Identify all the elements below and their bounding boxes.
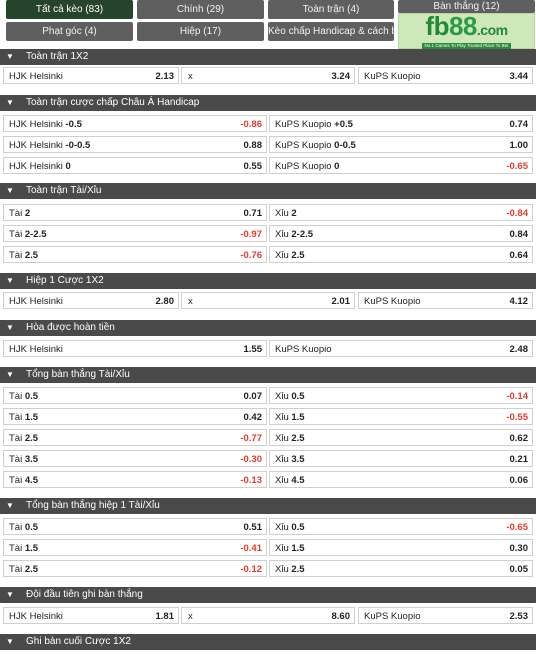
odds-cell-away[interactable]: KuPS Kuopio 4.12 xyxy=(358,292,533,309)
odds-cell-under[interactable]: Xỉu 1.5 -0.55 xyxy=(269,408,533,425)
odds-cell-under[interactable]: Xỉu 3.5 0.21 xyxy=(269,450,533,467)
market-tabs: Tất cả kèo (83) Chính (29) Toàn trận (4)… xyxy=(0,0,536,49)
section-header-first-team-to-score[interactable]: ▼ Đội đầu tiên ghi bàn thắng xyxy=(0,587,536,603)
odds-cell-under[interactable]: Xỉu 2-2.5 0.84 xyxy=(269,225,533,242)
odds-cell-away[interactable]: KuPS Kuopio 2.48 xyxy=(269,340,533,357)
collapse-arrow-icon: ▼ xyxy=(6,501,14,510)
logo-wordmark: fb88.com xyxy=(425,10,508,41)
section-header-asian-handicap[interactable]: ▼ Toàn trận cược chấp Châu Á Handicap xyxy=(0,95,536,111)
collapse-arrow-icon: ▼ xyxy=(6,370,14,379)
section-header-first-half-total-goals[interactable]: ▼ Tổng bàn thắng hiệp 1 Tài/Xỉu xyxy=(0,498,536,514)
odds-cell-left[interactable]: HJK Helsinki -0.5 -0.86 xyxy=(3,115,267,132)
odds-cell-away[interactable]: KuPS Kuopio 3.44 xyxy=(358,67,533,84)
fb88-logo: fb88.com No.1 Games To Play Trusted Plac… xyxy=(398,13,535,49)
odds-cell-draw[interactable]: x 2.01 xyxy=(181,292,355,309)
odds-cell-under[interactable]: Xỉu 4.5 0.06 xyxy=(269,471,533,488)
odds-cell-under[interactable]: Xỉu 2 -0.84 xyxy=(269,204,533,221)
section-header-total-goals[interactable]: ▼ Tổng bàn thắng Tài/Xỉu xyxy=(0,367,536,383)
collapse-arrow-icon: ▼ xyxy=(6,186,14,195)
odds-cell-right[interactable]: KuPS Kuopio +0.5 0.74 xyxy=(269,115,533,132)
odds-cell-under[interactable]: Xỉu 2.5 0.64 xyxy=(269,246,533,263)
odds-cell-right[interactable]: KuPS Kuopio 0 -0.65 xyxy=(269,157,533,174)
tab-all-markets[interactable]: Tất cả kèo (83) xyxy=(6,0,133,19)
tab-full-time[interactable]: Toàn trận (4) xyxy=(268,0,394,19)
odds-cell-home[interactable]: HJK Helsinki 1.81 xyxy=(3,607,179,624)
odds-cell-over[interactable]: Tài 0.5 0.07 xyxy=(3,387,267,404)
tab-handicap[interactable]: Kèo chấp Handicap & cách biệt (3) xyxy=(268,22,394,41)
tab-halves[interactable]: Hiệp (17) xyxy=(137,22,264,41)
section-header-full-time-over-under[interactable]: ▼ Toàn trận Tài/Xỉu xyxy=(0,183,536,199)
odds-cell-over[interactable]: Tài 2.5 -0.12 xyxy=(3,560,267,577)
collapse-arrow-icon: ▼ xyxy=(6,590,14,599)
collapse-arrow-icon: ▼ xyxy=(6,52,14,61)
odds-cell-draw[interactable]: x 3.24 xyxy=(181,67,355,84)
odds-cell-home[interactable]: HJK Helsinki 1.55 xyxy=(3,340,267,357)
odds-cell-under[interactable]: Xỉu 2.5 0.62 xyxy=(269,429,533,446)
collapse-arrow-icon: ▼ xyxy=(6,323,14,332)
odds-cell-over[interactable]: Tài 2-2.5 -0.97 xyxy=(3,225,267,242)
odds-cell-under[interactable]: Xỉu 0.5 -0.65 xyxy=(269,518,533,535)
odds-cell-over[interactable]: Tài 4.5 -0.13 xyxy=(3,471,267,488)
collapse-arrow-icon: ▼ xyxy=(6,98,14,107)
odds-cell-over[interactable]: Tài 2.5 -0.76 xyxy=(3,246,267,263)
odds-cell-right[interactable]: KuPS Kuopio 0-0.5 1.00 xyxy=(269,136,533,153)
odds-cell-over[interactable]: Tài 1.5 0.42 xyxy=(3,408,267,425)
tab-main[interactable]: Chính (29) xyxy=(137,0,264,19)
odds-cell-left[interactable]: HJK Helsinki 0 0.55 xyxy=(3,157,267,174)
odds-cell-over[interactable]: Tài 1.5 -0.41 xyxy=(3,539,267,556)
odds-cell-over[interactable]: Tài 2 0.71 xyxy=(3,204,267,221)
odds-cell-under[interactable]: Xỉu 2.5 0.05 xyxy=(269,560,533,577)
collapse-arrow-icon: ▼ xyxy=(6,276,14,285)
odds-cell-home[interactable]: HJK Helsinki 2.80 xyxy=(3,292,179,309)
section-header-full-time-1x2[interactable]: ▼ Toàn trận 1X2 xyxy=(0,49,536,65)
collapse-arrow-icon: ▼ xyxy=(6,637,14,646)
tab-goals[interactable]: Bàn thắng (12) xyxy=(398,0,535,13)
section-header-last-goal-1x2[interactable]: ▼ Ghi bàn cuối Cược 1X2 xyxy=(0,634,536,650)
odds-cell-home[interactable]: HJK Helsinki 2.13 xyxy=(3,67,179,84)
odds-cell-under[interactable]: Xỉu 1.5 0.30 xyxy=(269,539,533,556)
section-header-draw-no-bet[interactable]: ▼ Hòa được hoàn tiền xyxy=(0,320,536,336)
odds-cell-over[interactable]: Tài 2.5 -0.77 xyxy=(3,429,267,446)
section-header-first-half-1x2[interactable]: ▼ Hiệp 1 Cược 1X2 xyxy=(0,273,536,289)
tab-corners[interactable]: Phạt góc (4) xyxy=(6,22,133,41)
odds-cell-under[interactable]: Xỉu 0.5 -0.14 xyxy=(269,387,533,404)
odds-cell-over[interactable]: Tài 0.5 0.51 xyxy=(3,518,267,535)
odds-cell-left[interactable]: HJK Helsinki -0-0.5 0.88 xyxy=(3,136,267,153)
odds-cell-over[interactable]: Tài 3.5 -0.30 xyxy=(3,450,267,467)
logo-tagline: No.1 Games To Play Trusted Place To Bet xyxy=(421,42,512,49)
odds-cell-draw[interactable]: x 8.60 xyxy=(181,607,355,624)
odds-cell-away[interactable]: KuPS Kuopio 2.53 xyxy=(358,607,533,624)
